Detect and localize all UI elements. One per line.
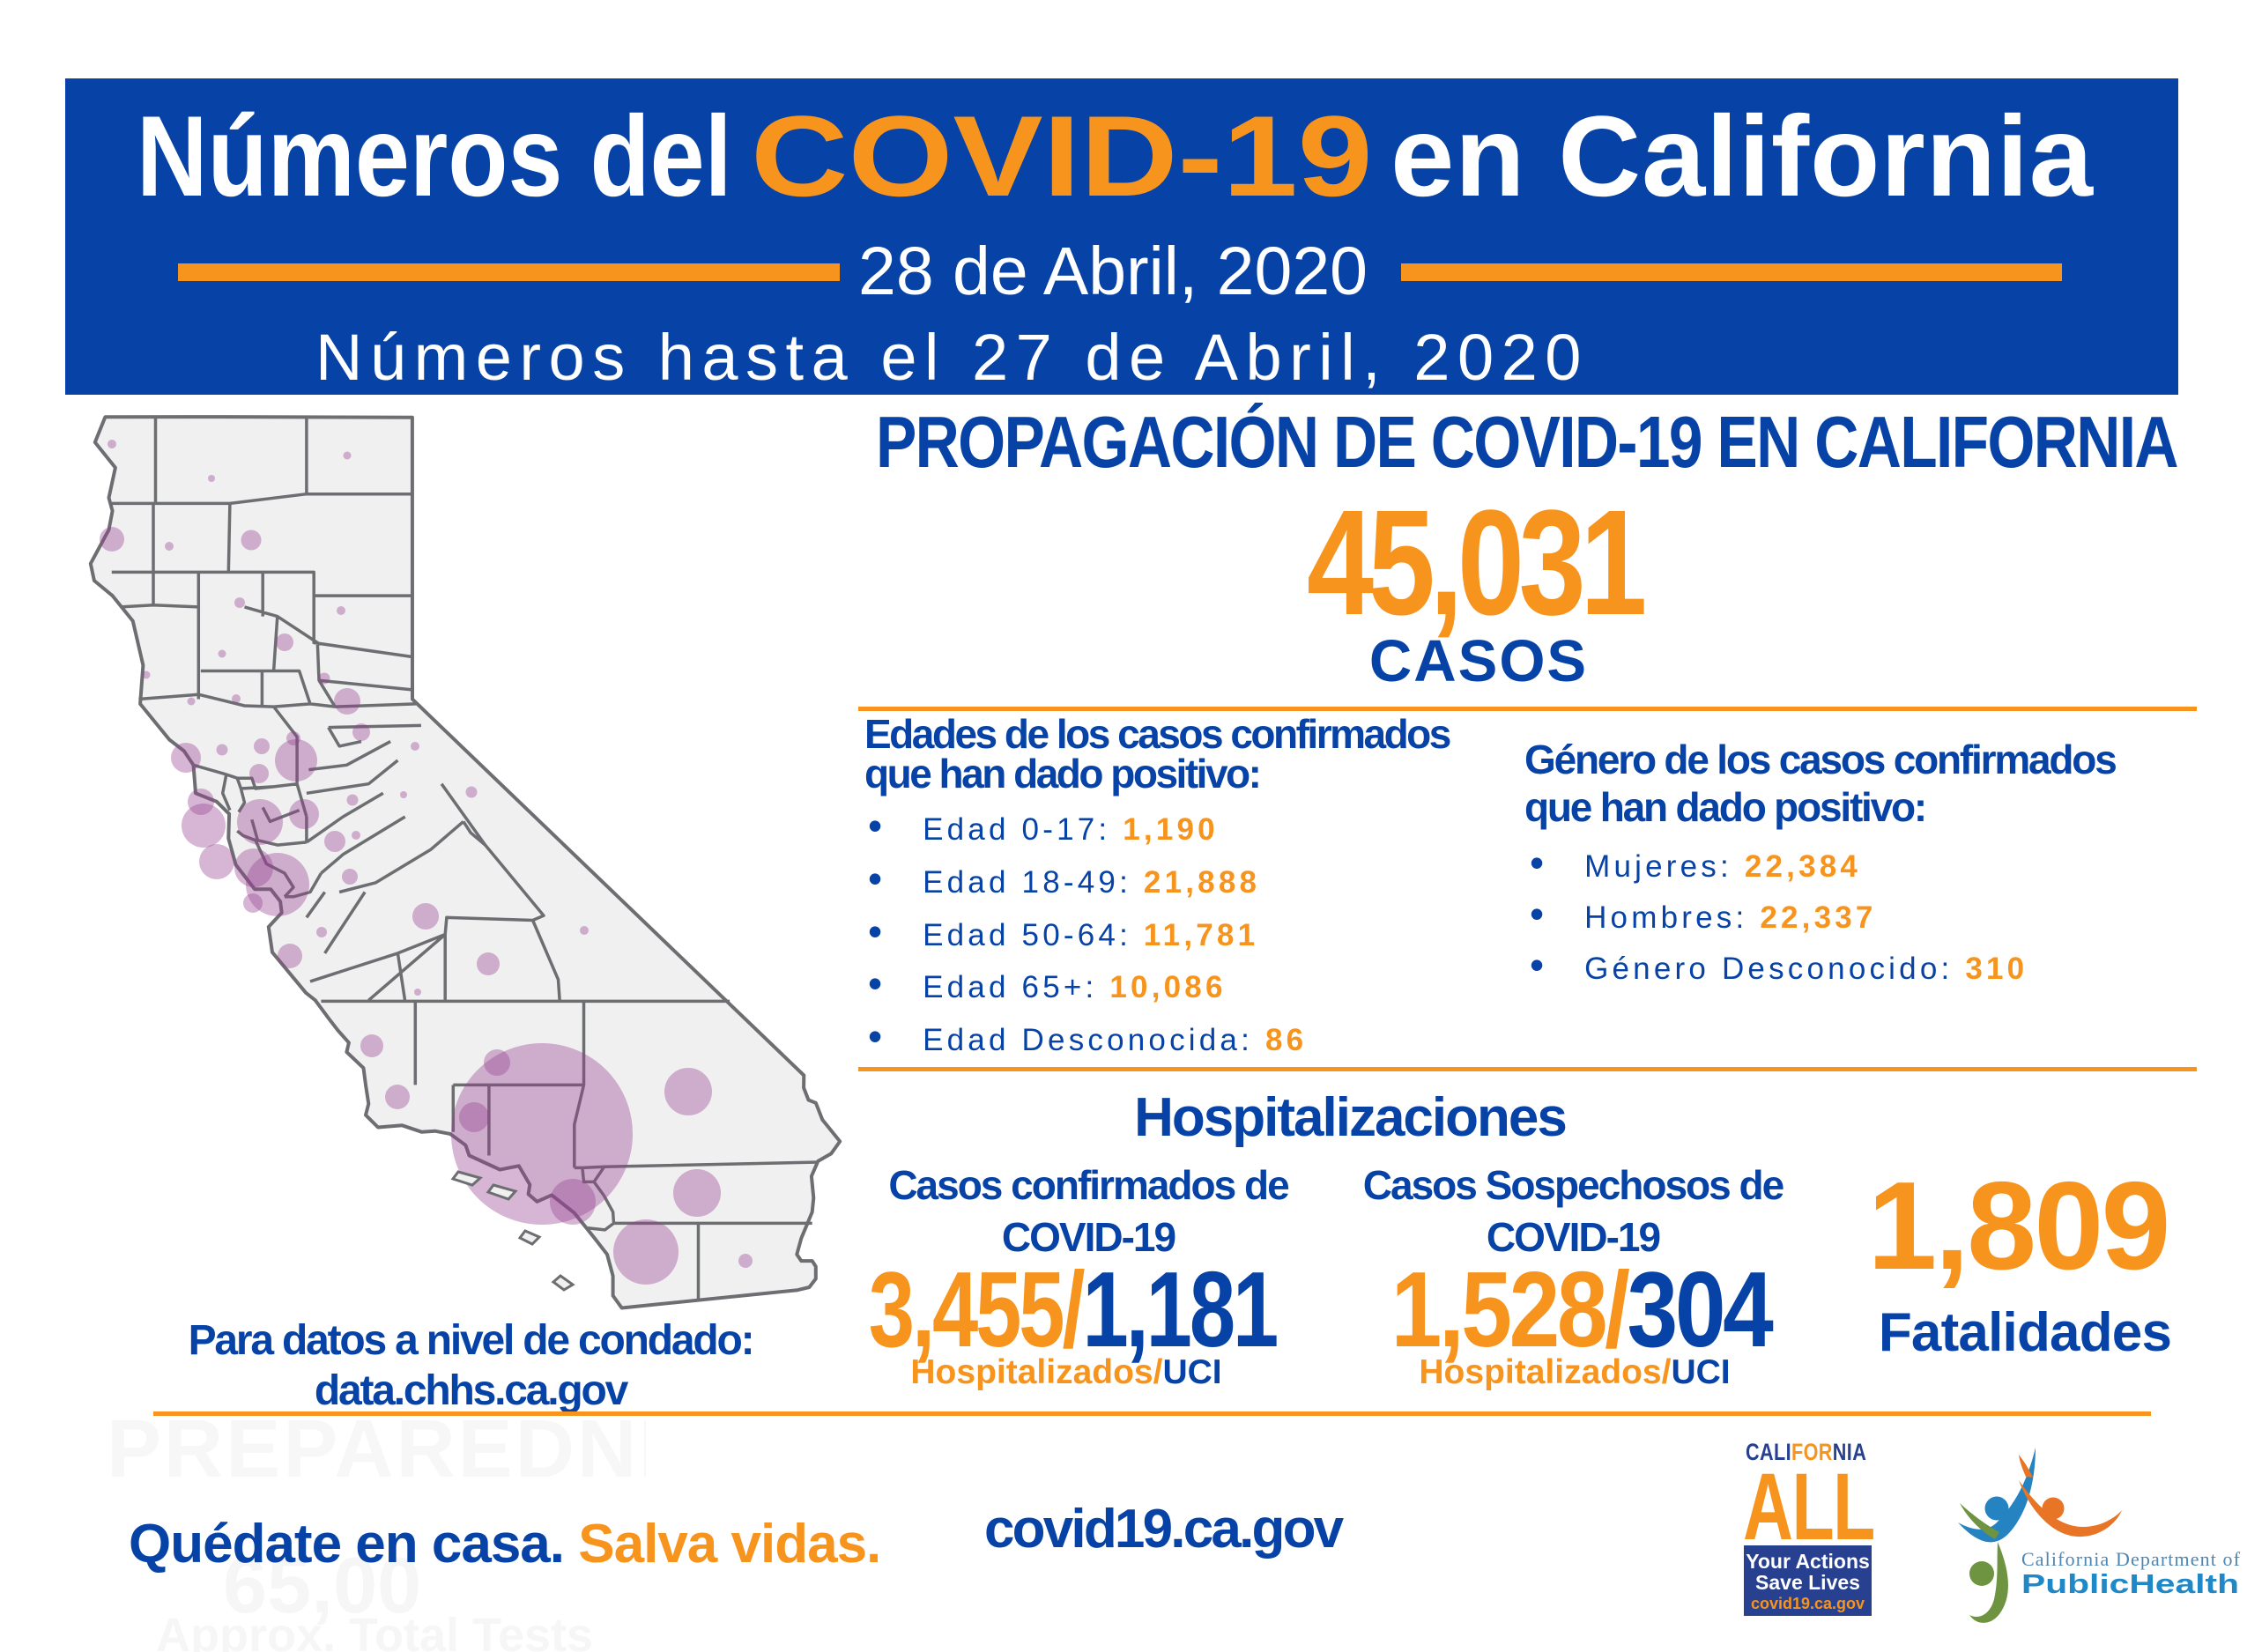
svg-text:PublicHealth: PublicHealth [2021,1568,2239,1599]
svg-text:California Department of: California Department of [2021,1548,2241,1570]
